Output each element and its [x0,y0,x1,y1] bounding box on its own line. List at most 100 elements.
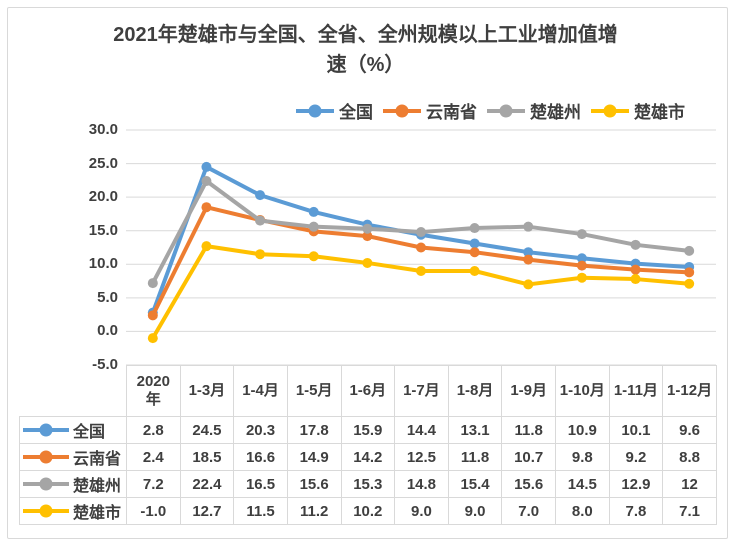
x-axis-category-header: 1-10月 [555,365,610,417]
table-value-cell: 9.0 [394,497,449,525]
x-axis-category-header: 1-12月 [662,365,717,417]
table-value-cell: 9.6 [662,416,717,444]
x-axis-category-header: 1-6月 [340,365,396,417]
data-point [523,247,534,258]
table-value-cell: 13.1 [447,416,503,444]
series-name: 云南省 [73,451,122,468]
table-value-cell: 11.8 [447,443,503,471]
y-axis-tick-label: 20.0 [88,188,118,206]
table-value-cell: 10.7 [501,443,556,471]
table-value-cell: 17.8 [286,416,342,444]
data-point [147,333,158,344]
table-row-2: 楚雄州 7.2 22.4 16.5 15.6 15.3 14.8 15.4 15.6 14.5 12… [19,470,717,498]
table-value-cell: 9.8 [555,443,610,471]
data-point [576,272,587,283]
legend-key-icon [23,450,69,464]
table-value-cell: 11.5 [233,497,288,525]
table-value-cell: 16.6 [233,443,288,471]
data-point [255,215,266,226]
legend-item-2[interactable]: 楚雄州 [487,98,581,123]
series-row-label: 全国 [19,416,127,444]
data-point [362,223,373,234]
series-row-label: 楚雄市 [19,497,127,525]
legend-key-icon [487,104,525,117]
data-point [416,242,426,253]
legend-key-icon [296,104,334,117]
data-point [523,254,534,265]
x-axis-category-header: 1-7月 [394,365,449,417]
table-value-cell: 12 [662,470,717,498]
data-point [469,247,480,258]
table-value-cell: 7.0 [501,497,556,525]
y-axis-tick-label: 30.0 [88,121,118,138]
table-value-cell: 14.4 [394,416,449,444]
legend-item-label: 云南省 [426,103,477,122]
data-point [255,249,266,260]
table-value-cell: 10.9 [555,416,610,444]
data-point [684,245,695,256]
table-row-0: 全国 2.8 24.5 20.3 17.8 15.9 14.4 13.1 11.8 10.9 10.… [19,416,717,444]
table-value-cell: 18.5 [179,443,235,471]
table-value-cell: 9.0 [447,497,503,525]
x-axis-category-header: 1-5月 [286,365,342,417]
table-value-cell: 10.1 [608,416,664,444]
data-point [416,266,426,276]
data-point [523,221,534,232]
table-value-cell: 10.2 [340,497,396,525]
table-value-cell: 15.6 [286,470,342,498]
legend-item-1[interactable]: 云南省 [383,98,477,123]
data-point [255,190,266,201]
data-point [523,279,534,290]
data-point [308,221,319,232]
data-point [576,253,587,264]
x-axis-category-header: 1-11月 [608,365,664,417]
data-point [469,223,480,234]
data-point [201,176,212,187]
data-point [362,231,373,242]
table-value-cell: 14.2 [340,443,396,471]
data-point [576,260,587,271]
table-value-cell: 24.5 [179,416,235,444]
series-name: 楚雄州 [73,478,122,495]
table-value-cell: 7.2 [126,470,181,498]
table-value-cell: 7.8 [608,497,664,525]
data-point [630,239,641,250]
table-value-cell: 9.2 [608,443,664,471]
y-axis-tick-label: 15.0 [88,221,118,239]
table-corner-cell [19,365,127,417]
data-point [684,267,695,278]
legend-key-icon [383,104,421,117]
data-point [362,257,373,268]
x-axis-category-header: 1-3月 [179,365,235,417]
data-point [201,161,212,172]
legend-item-label: 全国 [339,103,373,122]
legend-key-icon [23,504,69,518]
table-value-cell: 8.8 [662,443,717,471]
table-value-cell: 7.1 [662,497,717,525]
table-value-cell: 12.5 [394,443,449,471]
table-value-cell: 16.5 [233,470,288,498]
table-value-cell: 22.4 [179,470,235,498]
table-value-cell: 2.4 [126,443,181,471]
legend-item-0[interactable]: 全国 [296,98,373,123]
table-value-cell: 15.6 [501,470,556,498]
data-point [416,227,426,238]
y-axis-tick-label: 25.0 [88,154,118,172]
table-value-cell: 2.8 [126,416,181,444]
data-point [308,206,319,217]
data-point [469,238,480,249]
data-point [308,251,319,262]
x-axis-category-header: 1-8月 [447,365,503,417]
x-axis-category-header: 1-4月 [233,365,288,417]
legend-item-3[interactable]: 楚雄市 [591,98,685,123]
table-value-cell: 15.9 [340,416,396,444]
legend-item-label: 楚雄州 [530,103,581,122]
table-value-cell: 12.9 [608,470,664,498]
table-value-cell: 11.2 [286,497,342,525]
chart-legend: 全国 云南省 楚雄州 楚雄市 [296,98,685,123]
table-value-cell: -1.0 [126,497,181,525]
x-axis-category-label: 2020年 [136,373,170,408]
x-axis-category-header: 2020年 [126,365,181,417]
table-value-cell: 14.8 [394,470,449,498]
table-value-cell: 11.8 [501,416,556,444]
